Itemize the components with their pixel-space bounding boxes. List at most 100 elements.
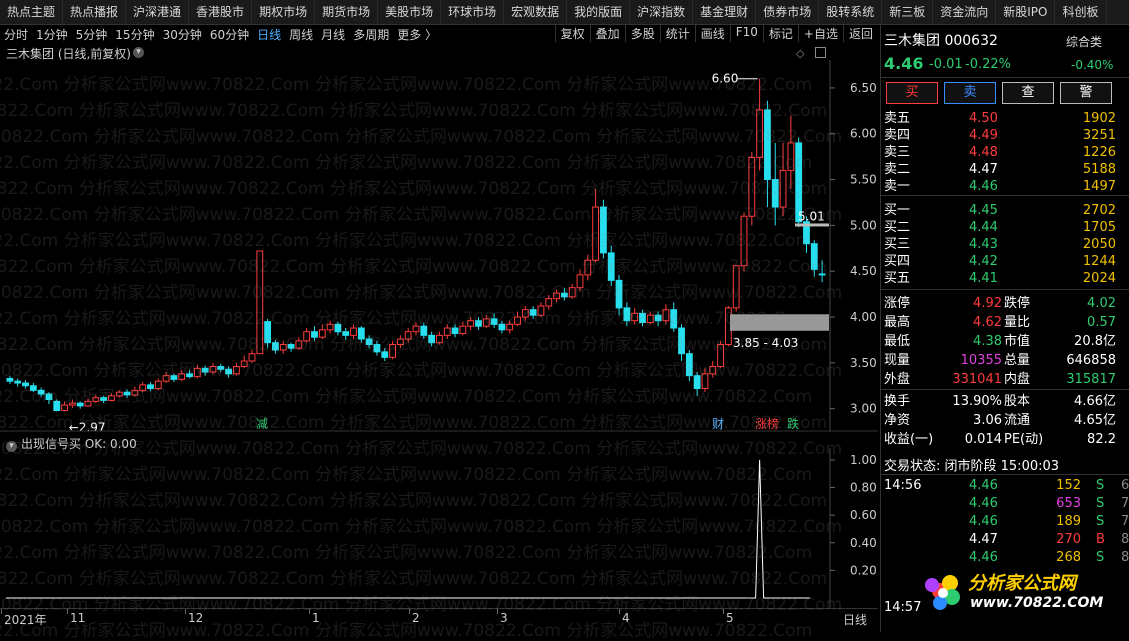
cell: 卖四 bbox=[884, 128, 911, 143]
timeframe-0[interactable]: 分时 bbox=[4, 27, 29, 42]
logo-url: www.70822.COM bbox=[970, 595, 1104, 611]
nav-item-12[interactable]: 债券市场 bbox=[756, 0, 820, 24]
candle-body bbox=[771, 179, 779, 208]
cell: 4.66亿 bbox=[1074, 394, 1116, 409]
candle-body bbox=[670, 309, 678, 329]
x-tick bbox=[309, 609, 310, 614]
toolbar-button-1[interactable]: 叠加 bbox=[589, 25, 625, 42]
toolbar-button-2[interactable]: 多股 bbox=[624, 25, 660, 42]
nav-item-11[interactable]: 基金理财 bbox=[693, 0, 757, 24]
bid-row: 买二 4.44 1705 bbox=[884, 219, 1124, 236]
cell: 3251 bbox=[1082, 128, 1116, 143]
toolbar-button-5[interactable]: F10 bbox=[729, 25, 763, 42]
cell: B bbox=[1096, 532, 1105, 547]
candle-body bbox=[584, 259, 592, 276]
chevron-down-icon[interactable]: ▾ bbox=[6, 441, 17, 452]
nav-item-8[interactable]: 宏观数据 bbox=[504, 0, 568, 24]
nav-item-6[interactable]: 美股市场 bbox=[378, 0, 442, 24]
toolbar-button-0[interactable]: 复权 bbox=[554, 25, 590, 42]
candle-body bbox=[514, 316, 521, 325]
candlestick-chart[interactable]: 6.50 6.00 5.50 5.00 4.50 4.00 3.50 3.00 6.60 ←2.9… bbox=[0, 60, 878, 432]
toolbar-button-4[interactable]: 画线 bbox=[694, 25, 730, 42]
candle-body bbox=[350, 327, 357, 336]
alert-button[interactable]: 警 bbox=[1060, 82, 1112, 104]
cell: 4.62 bbox=[973, 315, 1002, 330]
composite-change-pct: -0.40% bbox=[1071, 58, 1114, 72]
candle-body bbox=[279, 344, 287, 351]
indicator-chart[interactable]: 1.00 0.80 0.60 0.40 0.20 bbox=[0, 448, 878, 608]
timeframe-10[interactable]: 更多 〉 bbox=[397, 27, 438, 42]
candle-body bbox=[193, 367, 201, 378]
chart-title: 三木集团 (日线,前复权) bbox=[6, 47, 131, 61]
sell-button[interactable]: 卖 bbox=[944, 82, 996, 104]
chevron-down-icon[interactable]: ▾ bbox=[133, 47, 144, 58]
price-change: -0.01 bbox=[929, 57, 963, 72]
tick-row: 4.46 653 S 7 bbox=[884, 495, 1129, 512]
candle-body bbox=[240, 360, 248, 368]
nav-item-17[interactable]: 科创板 bbox=[1055, 0, 1107, 24]
candle-body bbox=[740, 215, 748, 267]
nav-item-3[interactable]: 香港股市 bbox=[189, 0, 253, 24]
nav-item-15[interactable]: 资金流向 bbox=[933, 0, 997, 24]
timeframe-5[interactable]: 60分钟 bbox=[209, 27, 250, 42]
y-tick-label: 5.00 bbox=[850, 218, 877, 232]
maximize-icon[interactable] bbox=[815, 47, 826, 58]
toolbar-button-6[interactable]: 标记 bbox=[762, 25, 798, 42]
nav-item-14[interactable]: 新三板 bbox=[882, 0, 934, 24]
toolbar-button-3[interactable]: 统计 bbox=[659, 25, 695, 42]
buy-button[interactable]: 买 bbox=[886, 82, 938, 104]
timeframe-8[interactable]: 月线 bbox=[321, 27, 346, 42]
nav-item-0[interactable]: 热点主题 bbox=[0, 0, 64, 24]
nav-item-5[interactable]: 期货市场 bbox=[315, 0, 379, 24]
candle-body bbox=[108, 395, 115, 401]
cell: 4.46 bbox=[969, 496, 998, 511]
toolbar-button-7[interactable]: +自选 bbox=[797, 25, 843, 42]
timeframe-6[interactable]: 日线 bbox=[257, 27, 282, 42]
cell: 总量 bbox=[1004, 353, 1031, 368]
timeframe-1[interactable]: 1分钟 bbox=[36, 27, 68, 42]
query-button[interactable]: 查 bbox=[1002, 82, 1054, 104]
candle-body bbox=[147, 384, 154, 390]
cell: 卖五 bbox=[884, 111, 911, 126]
cell: 0.014 bbox=[964, 432, 1002, 447]
candle-body bbox=[576, 274, 584, 289]
timeframe-2[interactable]: 5分钟 bbox=[75, 27, 108, 42]
cell: 13.90% bbox=[952, 394, 1002, 409]
cell: 1244 bbox=[1082, 254, 1116, 269]
cell: 4.46 bbox=[969, 179, 998, 194]
timeframe-9[interactable]: 多周期 bbox=[353, 27, 390, 42]
toolbar-button-8[interactable]: 返回 bbox=[842, 25, 878, 42]
diamond-icon[interactable]: ◇ bbox=[796, 47, 805, 60]
cell: 2024 bbox=[1082, 271, 1116, 286]
nav-item-7[interactable]: 环球市场 bbox=[441, 0, 505, 24]
candle-body bbox=[29, 385, 37, 391]
cell: 买三 bbox=[884, 237, 911, 252]
trade-status: 交易状态: 闭市阶段 15:00:03 bbox=[884, 459, 1060, 474]
candle-body bbox=[248, 353, 256, 362]
chart-toolbar: 分时 1分钟 5分钟 15分钟 30分钟 60分钟 日线 周线 月线 多周期 更多 〉 复权 叠加 多股… bbox=[0, 25, 878, 43]
cell: 4.47 bbox=[969, 162, 998, 177]
timeframe-7[interactable]: 周线 bbox=[289, 27, 314, 42]
cell: 4.42 bbox=[969, 254, 998, 269]
nav-item-4[interactable]: 期权市场 bbox=[252, 0, 316, 24]
nav-item-13[interactable]: 股转系统 bbox=[819, 0, 883, 24]
candle-body bbox=[256, 250, 264, 355]
nav-item-10[interactable]: 沪深指数 bbox=[630, 0, 694, 24]
candle-body bbox=[131, 389, 139, 396]
timeframe-3[interactable]: 15分钟 bbox=[115, 27, 155, 42]
cell: 买二 bbox=[884, 220, 911, 235]
cell: S bbox=[1096, 514, 1105, 529]
nav-item-1[interactable]: 热点播报 bbox=[63, 0, 127, 24]
nav-item-16[interactable]: 新股IPO bbox=[996, 0, 1056, 24]
last-price: 4.46 bbox=[884, 54, 924, 73]
nav-item-2[interactable]: 沪深港通 bbox=[126, 0, 190, 24]
candle-body bbox=[37, 389, 45, 395]
timeframe-4[interactable]: 30分钟 bbox=[162, 27, 202, 42]
cell: 82.2 bbox=[1087, 432, 1116, 447]
cell: 1902 bbox=[1082, 111, 1116, 126]
candle-body bbox=[412, 325, 420, 333]
nav-item-9[interactable]: 我的版面 bbox=[567, 0, 631, 24]
event-tag-jian: 减 bbox=[256, 417, 268, 431]
cell: 189 bbox=[1056, 514, 1081, 529]
cell: 量比 bbox=[1004, 315, 1031, 330]
